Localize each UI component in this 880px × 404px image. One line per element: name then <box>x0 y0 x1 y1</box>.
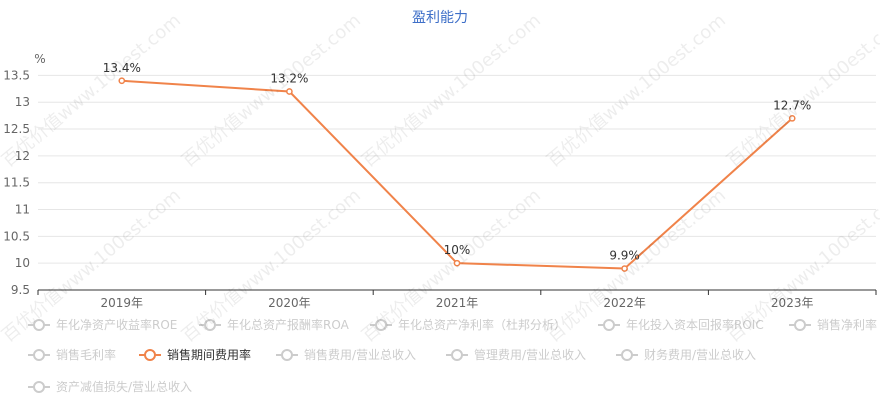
legend-label: 管理费用/营业总收入 <box>474 347 586 362</box>
y-tick-label: 13.5 <box>3 68 30 82</box>
data-label: 9.9% <box>609 249 640 263</box>
legend-label: 年化总资产净利率（杜邦分析） <box>398 317 566 332</box>
x-tick-label: 2020年 <box>268 296 311 310</box>
legend-marker-icon <box>281 349 293 361</box>
legend-item[interactable]: 财务费用/营业总收入 <box>616 347 756 362</box>
series-layer: 13.4% 13.2% 10% 9.9% 12.7% <box>103 61 811 272</box>
data-point <box>788 114 796 122</box>
watermark-text: 百优价值www.100est.com <box>358 10 545 172</box>
legend-item[interactable]: 销售净利率 <box>789 317 877 332</box>
x-tick-label: 2023年 <box>771 296 814 310</box>
data-label: 12.7% <box>773 98 811 112</box>
legend-item[interactable]: 年化总资产净利率（杜邦分析） <box>370 317 566 332</box>
legend-marker-icon <box>33 349 45 361</box>
data-label: 10% <box>444 243 471 257</box>
legend-item[interactable]: 销售期间费用率 <box>139 347 251 362</box>
legend-item[interactable]: 年化总资产报酬率ROA <box>199 317 350 332</box>
legend-item[interactable]: 年化净资产收益率ROE <box>28 317 177 332</box>
legend-label: 年化投入资本回报率ROIC <box>626 317 764 332</box>
legend-item[interactable]: 销售毛利率 <box>28 347 116 362</box>
legend-item[interactable]: 年化投入资本回报率ROIC <box>598 317 764 332</box>
legend-marker-icon <box>451 349 463 361</box>
y-tick-label: 9.5 <box>11 283 30 297</box>
legend-label: 销售毛利率 <box>56 347 116 362</box>
grid-layer <box>38 74 876 264</box>
y-tick-label: 11 <box>15 203 30 217</box>
y-tick-label: 12.5 <box>3 122 30 136</box>
series-line <box>121 79 793 270</box>
legend-label: 销售费用/营业总收入 <box>304 347 416 362</box>
legend-item[interactable]: 管理费用/营业总收入 <box>446 347 586 362</box>
watermark-text: 百优价值www.100est.com <box>178 10 365 172</box>
legend-marker-icon <box>794 319 806 331</box>
legend-marker-icon <box>33 319 45 331</box>
watermark-text: 百优价值www.100est.com <box>0 10 185 172</box>
watermark-text: 百优价值www.100est.com <box>723 10 880 172</box>
x-tick-label: 2019年 <box>101 296 144 310</box>
y-tick-label: 13 <box>15 95 30 109</box>
legend-marker-icon <box>603 319 615 331</box>
y-tick-label: 10 <box>15 256 30 270</box>
x-tick-label: 2021年 <box>436 296 479 310</box>
legend-marker-icon <box>375 319 387 331</box>
legend-item[interactable]: 销售费用/营业总收入 <box>276 347 416 362</box>
y-tick-label: 11.5 <box>3 176 30 190</box>
legend: 年化净资产收益率ROE 年化总资产报酬率ROA 年化总资产净利率（杜邦分析） 年化投入… <box>28 317 877 394</box>
y-axis-unit-label: % <box>34 52 45 66</box>
data-label: 13.4% <box>103 61 141 75</box>
data-label: 13.2% <box>270 72 308 86</box>
legend-label: 年化净资产收益率ROE <box>56 317 177 332</box>
legend-label: 资产减值损失/营业总收入 <box>56 379 192 394</box>
y-tick-label: 12 <box>15 149 30 163</box>
legend-marker-icon <box>144 349 156 361</box>
legend-item[interactable]: 资产减值损失/营业总收入 <box>28 379 192 394</box>
legend-label: 年化总资产报酬率ROA <box>227 317 350 332</box>
legend-marker-icon <box>33 381 45 393</box>
data-point <box>118 77 126 85</box>
data-point <box>621 265 628 272</box>
data-point <box>286 88 293 95</box>
y-tick-label: 10.5 <box>3 229 30 243</box>
data-point <box>453 259 461 267</box>
legend-label: 财务费用/营业总收入 <box>644 347 756 362</box>
watermark-text: 百优价值www.100est.com <box>543 10 730 172</box>
legend-label: 销售净利率 <box>817 317 877 332</box>
chart-title: 盈利能力 <box>412 10 468 26</box>
x-tick-label: 2022年 <box>603 296 646 310</box>
legend-label: 销售期间费用率 <box>167 347 251 362</box>
axis-layer: 9.5 10 10.5 11 11.5 12 12.5 13 13.5 2019年 2020年 202… <box>3 68 877 310</box>
legend-marker-icon <box>204 319 216 331</box>
legend-marker-icon <box>621 349 633 361</box>
